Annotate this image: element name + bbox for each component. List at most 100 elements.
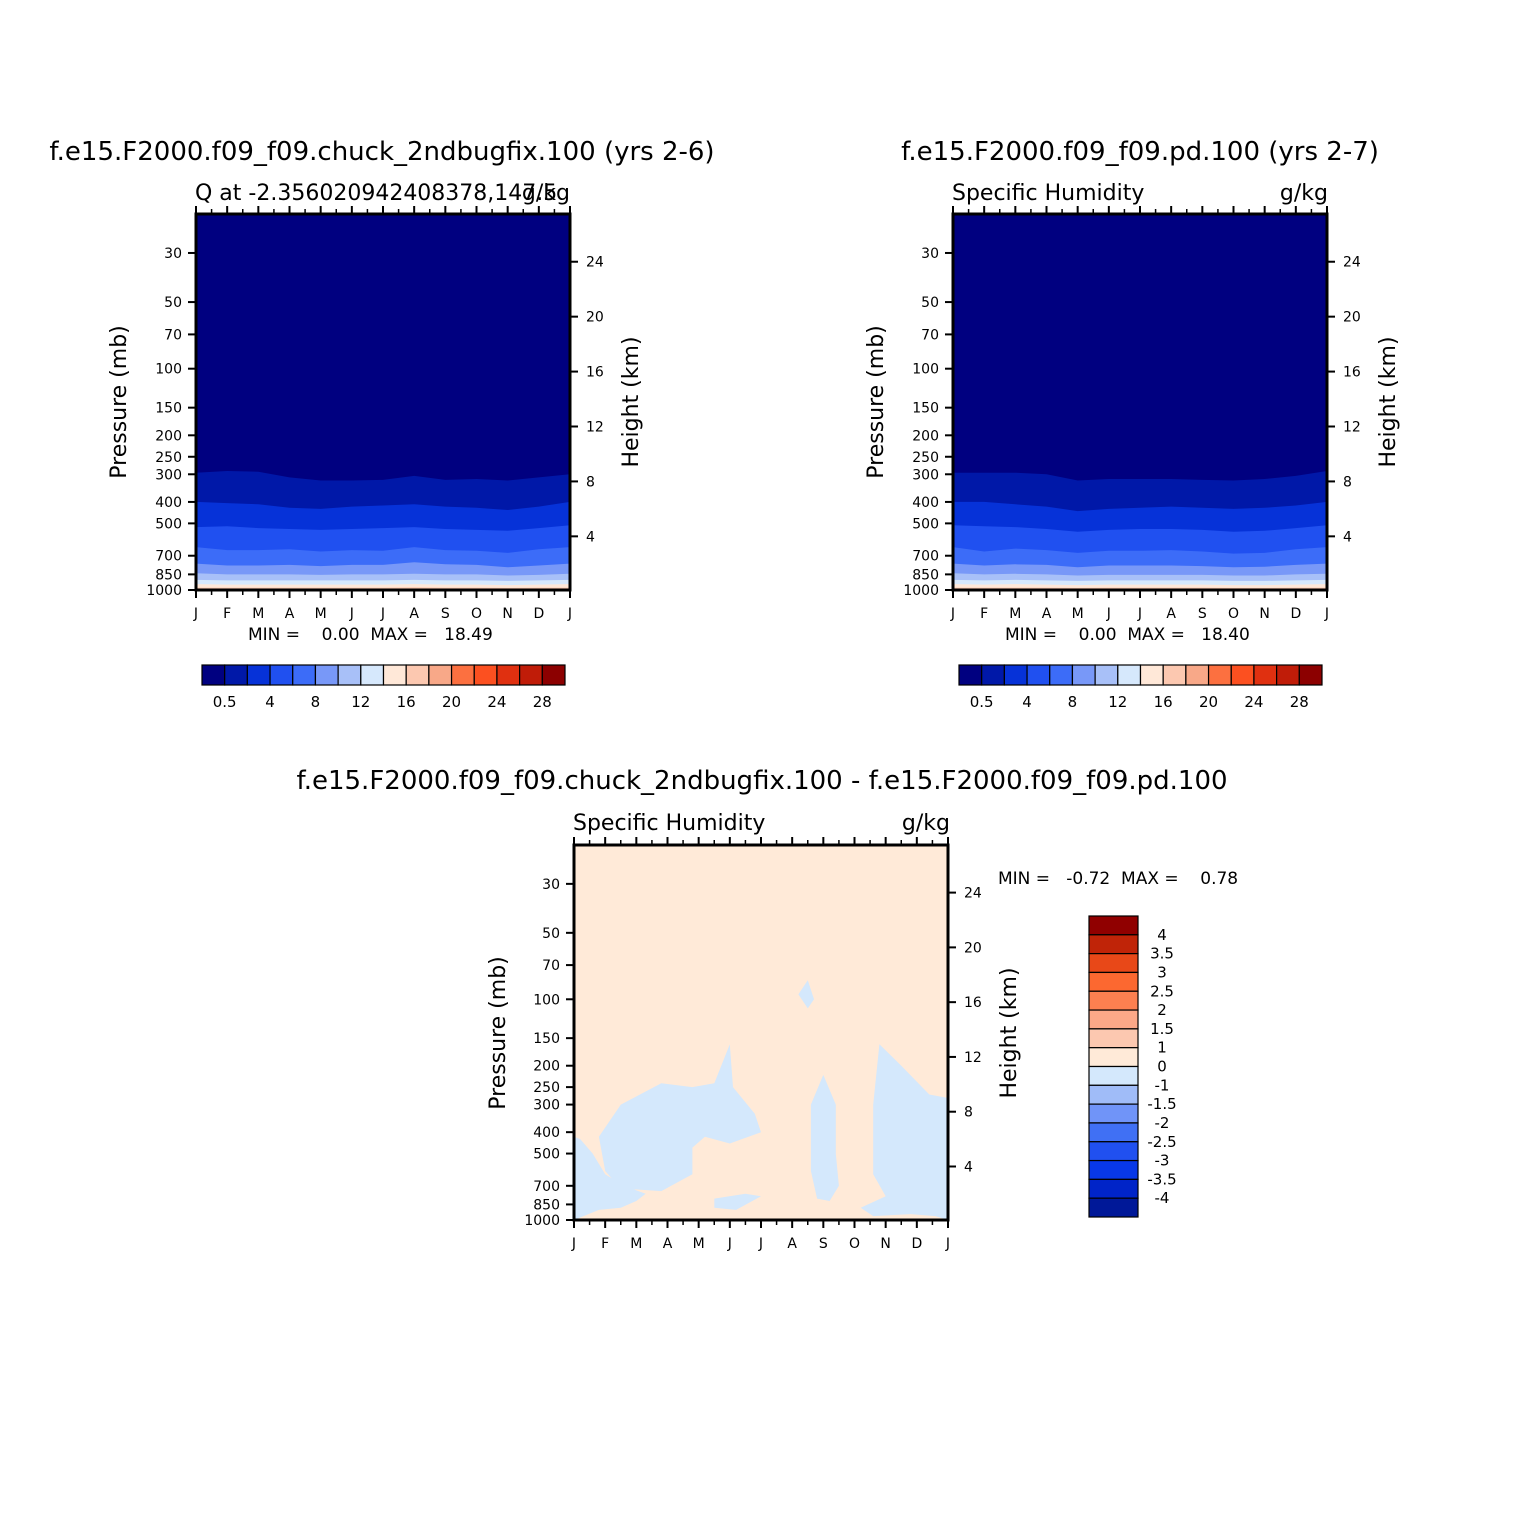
y-tick-label: 100: [533, 992, 560, 1008]
y-tick-label: 400: [912, 495, 939, 511]
x-tick-label: O: [1228, 606, 1239, 622]
colorbar-box: [1253, 664, 1278, 686]
x-tick-label: A: [663, 1236, 673, 1252]
colorbar-box: [382, 664, 407, 686]
colorbar-label: 2.5: [1150, 982, 1174, 1000]
x-tick-label: S: [819, 1236, 828, 1252]
colorbar-box: [1162, 664, 1187, 686]
colorbar-label: -1: [1155, 1076, 1170, 1094]
x-tick-label: M: [1072, 606, 1084, 622]
x-tick-label: M: [630, 1236, 642, 1252]
x-tick-label: J: [1324, 606, 1329, 622]
y-tick-label: 400: [155, 495, 182, 511]
y-tick-label: 50: [921, 295, 939, 311]
colorbar-label: -3: [1155, 1152, 1170, 1170]
height-tick-label: 20: [586, 310, 604, 326]
x-tick-label: A: [1166, 606, 1176, 622]
colorbar-box: [1071, 664, 1096, 686]
panel-1-y-label-height: Height (km): [619, 336, 644, 467]
x-tick-label: J: [727, 1236, 732, 1252]
height-tick-label: 24: [1343, 255, 1361, 271]
y-tick-label: 500: [533, 1147, 560, 1163]
height-tick-label: 4: [1343, 529, 1352, 545]
colorbar-label: 1.5: [1150, 1020, 1174, 1038]
panel-1-title: f.e15.F2000.f09_f09.chuck_2ndbugfix.100 …: [49, 137, 714, 167]
colorbar-box: [1088, 1122, 1139, 1143]
height-tick-label: 8: [964, 1105, 973, 1121]
height-tick-label: 20: [1343, 310, 1361, 326]
y-tick-label: 500: [912, 516, 939, 532]
y-tick-label: 70: [921, 327, 939, 343]
colorbar-box: [450, 664, 475, 686]
x-tick-label: F: [601, 1236, 609, 1252]
colorbar-box: [1185, 664, 1210, 686]
y-tick-label: 70: [542, 958, 560, 974]
colorbar-box: [519, 664, 543, 686]
x-tick-label: A: [409, 606, 419, 622]
x-tick-label: J: [1137, 606, 1142, 622]
panel-1: f.e15.F2000.f09_f09.chuck_2ndbugfix.100 …: [49, 137, 714, 711]
y-tick-label: 850: [912, 567, 939, 583]
colorbar-box: [1088, 1065, 1139, 1086]
height-tick-label: 20: [964, 940, 982, 956]
x-tick-label: M: [693, 1236, 705, 1252]
colorbar-label: 12: [351, 693, 370, 711]
x-tick-label: D: [533, 606, 544, 622]
y-tick-label: 200: [533, 1059, 560, 1075]
height-tick-label: 16: [964, 995, 982, 1011]
negative-region: [598, 1044, 761, 1192]
colorbar-box: [1088, 971, 1139, 992]
negative-region: [714, 1193, 761, 1210]
colorbar-box: [1088, 1084, 1139, 1105]
y-tick-label: 100: [155, 362, 182, 378]
height-tick-label: 24: [964, 886, 982, 902]
panel-2-colorbar: 0.5 4 8 12 16 20 24 28: [958, 664, 1323, 711]
colorbar-box: [1088, 1047, 1139, 1068]
panel-3-left-label: Specific Humidity: [573, 811, 765, 836]
panel-3-colorbar: 43.532.521.510-1-1.5-2-2.5-3-3.5-4: [1088, 915, 1177, 1218]
height-tick-label: 12: [1343, 419, 1361, 435]
colorbar-box: [428, 664, 453, 686]
y-tick-label: 50: [164, 295, 182, 311]
panel-3-title: f.e15.F2000.f09_f09.chuck_2ndbugfix.100 …: [296, 766, 1227, 796]
colorbar-label: -2: [1155, 1114, 1170, 1132]
panel-2-left-label: Specific Humidity: [952, 181, 1144, 206]
panel-2-y-label-height: Height (km): [1376, 336, 1401, 467]
x-tick-label: N: [880, 1236, 890, 1252]
colorbar-label: 8: [1068, 693, 1078, 711]
x-tick-label: A: [787, 1236, 797, 1252]
colorbar-label: 20: [442, 693, 461, 711]
colorbar-box: [269, 664, 294, 686]
x-tick-label: J: [571, 1236, 576, 1252]
colorbar-box: [405, 664, 430, 686]
colorbar-label: 12: [1108, 693, 1127, 711]
colorbar-label: 4: [1022, 693, 1032, 711]
y-tick-label: 150: [912, 401, 939, 417]
colorbar-box: [473, 664, 498, 686]
x-tick-label: D: [911, 1236, 922, 1252]
panel-1-y-label-pressure: Pressure (mb): [107, 325, 132, 479]
colorbar-box: [314, 664, 339, 686]
colorbar-box: [496, 664, 521, 686]
height-tick-label: 8: [586, 474, 595, 490]
x-tick-label: F: [980, 606, 988, 622]
colorbar-box: [1003, 664, 1028, 686]
colorbar-box: [1049, 664, 1074, 686]
colorbar-label: -3.5: [1147, 1170, 1176, 1188]
y-tick-label: 300: [533, 1098, 560, 1114]
colorbar-label: 2: [1157, 1001, 1167, 1019]
y-tick-label: 30: [921, 246, 939, 262]
colorbar-box: [1088, 915, 1139, 936]
height-tick-label: 24: [586, 255, 604, 271]
y-tick-label: 250: [533, 1080, 560, 1096]
x-tick-label: D: [1290, 606, 1301, 622]
y-tick-label: 400: [533, 1125, 560, 1141]
height-tick-label: 12: [586, 419, 604, 435]
y-tick-label: 850: [155, 567, 182, 583]
x-tick-label: J: [1106, 606, 1111, 622]
y-tick-label: 300: [155, 467, 182, 483]
colorbar-label: -2.5: [1147, 1133, 1176, 1151]
x-tick-label: M: [315, 606, 327, 622]
